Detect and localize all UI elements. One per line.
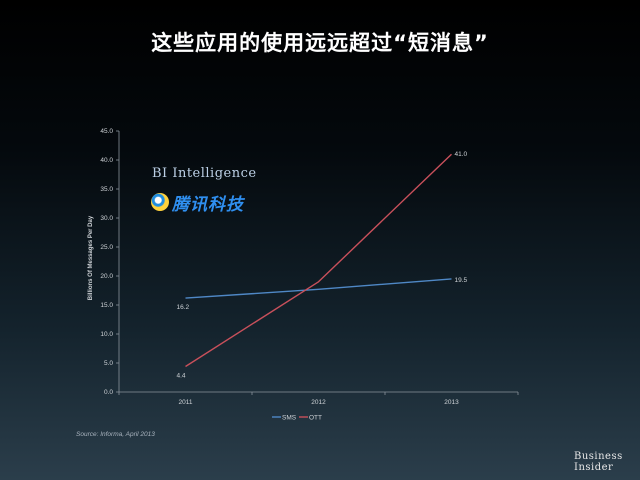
legend-label-sms: SMS	[282, 414, 297, 421]
series-line-ott	[185, 153, 452, 368]
tencent-tech-text: 腾讯科技	[172, 194, 244, 215]
y-tick-label: 5.0	[104, 360, 113, 367]
tencent-logo-icon	[151, 193, 169, 211]
x-tick-label: 2012	[311, 399, 326, 406]
y-tick-label: 30.0	[100, 215, 113, 222]
y-tick-label: 15.0	[100, 302, 113, 309]
y-tick-label: 0.0	[104, 389, 113, 396]
data-label-sms: 19.5	[455, 277, 468, 284]
y-tick-label: 35.0	[100, 186, 113, 193]
x-tick-label: 2011	[179, 399, 193, 406]
logo-line-2: Insider	[574, 462, 614, 473]
logo-line-1: Business	[574, 451, 623, 462]
data-label-ott: 4.4	[177, 372, 186, 379]
bi-intelligence-text: BI Intelligence	[152, 166, 257, 181]
legend-label-ott: OTT	[309, 414, 322, 421]
data-label-ott: 41.0	[455, 151, 468, 158]
series-line-sms	[185, 278, 452, 299]
x-tick-label: 2013	[444, 399, 459, 406]
bi-intelligence-watermark: BI Intelligence	[152, 166, 257, 181]
y-tick-label: 45.0	[100, 128, 113, 135]
data-label-sms: 16.2	[177, 304, 190, 311]
y-axis-label: Billions Of Messages Per Day	[88, 215, 94, 300]
source-note: Source: Informa, April 2013	[76, 431, 155, 438]
tencent-tech-watermark: 腾讯科技	[151, 190, 244, 215]
business-insider-logo: Business Insider	[574, 451, 623, 473]
y-tick-label: 25.0	[100, 244, 113, 251]
y-tick-label: 40.0	[100, 157, 113, 164]
y-tick-label: 20.0	[100, 273, 113, 280]
y-tick-label: 10.0	[100, 331, 113, 338]
slide-title: 这些应用的使用远远超过“短消息”	[151, 31, 489, 55]
